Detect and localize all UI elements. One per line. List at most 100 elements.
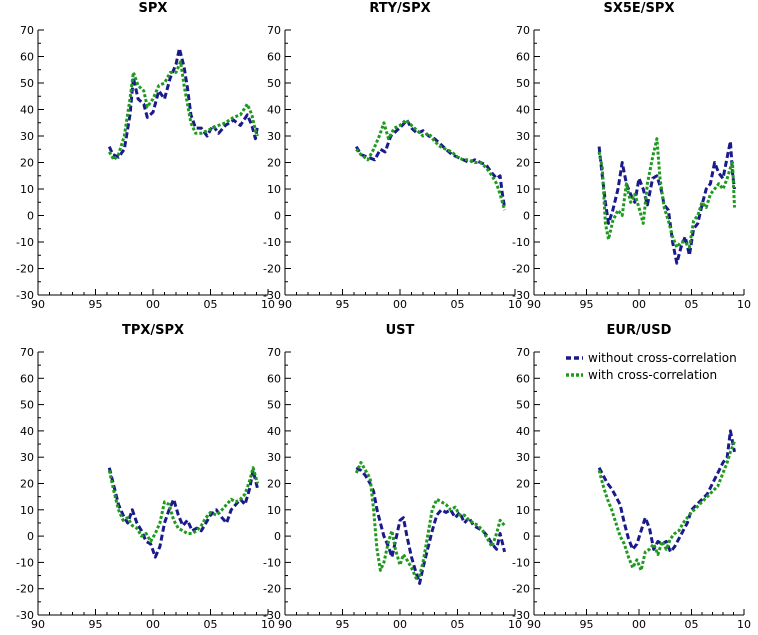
y-tick-label: 70 <box>20 346 34 359</box>
chart-title: UST <box>386 323 415 338</box>
y-tick-label: 40 <box>516 104 530 117</box>
y-tick-label: 30 <box>267 130 281 143</box>
x-tick-label: 00 <box>393 298 407 311</box>
y-tick-label: 50 <box>267 77 281 90</box>
y-tick-label: 20 <box>267 478 281 491</box>
x-tick-label: 90 <box>527 618 541 631</box>
y-tick-label: 0 <box>27 210 34 223</box>
x-tick-label: 00 <box>146 618 160 631</box>
x-tick-label: 95 <box>89 298 103 311</box>
y-tick-label: -10 <box>263 556 281 569</box>
y-tick-label: 60 <box>267 51 281 64</box>
y-tick-label: 0 <box>523 210 530 223</box>
y-tick-label: -20 <box>16 263 34 276</box>
y-tick-label: 40 <box>267 425 281 438</box>
y-tick-label: 40 <box>20 104 34 117</box>
legend-label-without: without cross-correlation <box>588 351 737 365</box>
chart-title: TPX/SPX <box>122 323 184 338</box>
x-tick-label: 95 <box>89 618 103 631</box>
x-tick-label: 05 <box>204 618 218 631</box>
y-tick-label: -20 <box>512 583 530 596</box>
x-tick-label: 10 <box>737 618 751 631</box>
y-tick-label: 50 <box>516 399 530 412</box>
y-tick-label: 10 <box>516 183 530 196</box>
y-tick-label: 10 <box>267 504 281 517</box>
x-tick-label: 05 <box>204 298 218 311</box>
y-tick-label: 30 <box>20 130 34 143</box>
chart-title: SX5E/SPX <box>604 1 675 16</box>
series-line-with <box>108 60 259 162</box>
y-tick-label: -10 <box>263 236 281 249</box>
x-tick-label: 90 <box>278 298 292 311</box>
y-tick-label: 10 <box>20 504 34 517</box>
x-tick-label: 95 <box>580 618 594 631</box>
y-tick-label: 20 <box>516 157 530 170</box>
y-tick-label: -30 <box>263 609 281 622</box>
series-line-with <box>355 118 507 211</box>
y-tick-label: 70 <box>516 346 530 359</box>
y-tick-label: -30 <box>16 289 34 302</box>
y-tick-label: 50 <box>516 77 530 90</box>
chart-title: EUR/USD <box>607 323 672 338</box>
x-tick-label: 90 <box>31 618 45 631</box>
x-tick-label: 00 <box>146 298 160 311</box>
y-tick-label: 70 <box>267 24 281 37</box>
y-tick-label: 0 <box>523 530 530 543</box>
x-tick-label: 10 <box>261 618 275 631</box>
y-tick-label: 20 <box>516 478 530 491</box>
y-tick-label: 70 <box>267 346 281 359</box>
x-tick-label: 00 <box>632 298 646 311</box>
y-tick-label: 10 <box>20 183 34 196</box>
x-tick-label: 05 <box>685 618 699 631</box>
series-line-without <box>107 467 260 559</box>
x-tick-label: 05 <box>451 298 465 311</box>
x-tick-label: 95 <box>580 298 594 311</box>
y-tick-label: 0 <box>274 210 281 223</box>
y-tick-label: -30 <box>512 609 530 622</box>
y-tick-label: 60 <box>516 372 530 385</box>
y-tick-label: 60 <box>267 372 281 385</box>
y-tick-label: 40 <box>516 425 530 438</box>
y-tick-label: 30 <box>20 451 34 464</box>
legend-label-with: with cross-correlation <box>588 368 717 382</box>
y-tick-label: -10 <box>512 236 530 249</box>
y-tick-label: 50 <box>20 399 34 412</box>
legend-box <box>560 345 755 383</box>
chart-title: SPX <box>139 1 168 16</box>
x-tick-label: 05 <box>685 298 699 311</box>
y-tick-label: -30 <box>512 289 530 302</box>
x-tick-label: 95 <box>336 298 350 311</box>
y-tick-label: 30 <box>516 130 530 143</box>
y-tick-label: -10 <box>16 556 34 569</box>
y-tick-label: 20 <box>20 157 34 170</box>
y-tick-label: -10 <box>512 556 530 569</box>
y-tick-label: 10 <box>516 504 530 517</box>
y-tick-label: 20 <box>267 157 281 170</box>
y-tick-label: 60 <box>516 51 530 64</box>
x-tick-label: 90 <box>31 298 45 311</box>
y-tick-label: -20 <box>263 583 281 596</box>
y-tick-label: -30 <box>16 609 34 622</box>
x-tick-label: 10 <box>737 298 751 311</box>
legend: without cross-correlation with cross-cor… <box>560 345 755 383</box>
y-tick-label: 70 <box>20 24 34 37</box>
x-tick-label: 05 <box>451 618 465 631</box>
series-line-without <box>355 118 507 208</box>
y-tick-label: 30 <box>516 451 530 464</box>
y-tick-label: 60 <box>20 372 34 385</box>
y-tick-label: 0 <box>27 530 34 543</box>
x-tick-label: 90 <box>278 618 292 631</box>
x-tick-label: 10 <box>261 298 275 311</box>
y-tick-label: -10 <box>16 236 34 249</box>
series-line-without <box>597 139 736 265</box>
y-tick-label: 70 <box>516 24 530 37</box>
y-tick-label: -20 <box>263 263 281 276</box>
series-line-with <box>597 440 736 572</box>
y-tick-label: 10 <box>267 183 281 196</box>
y-tick-label: -30 <box>263 289 281 302</box>
y-tick-label: 40 <box>267 104 281 117</box>
